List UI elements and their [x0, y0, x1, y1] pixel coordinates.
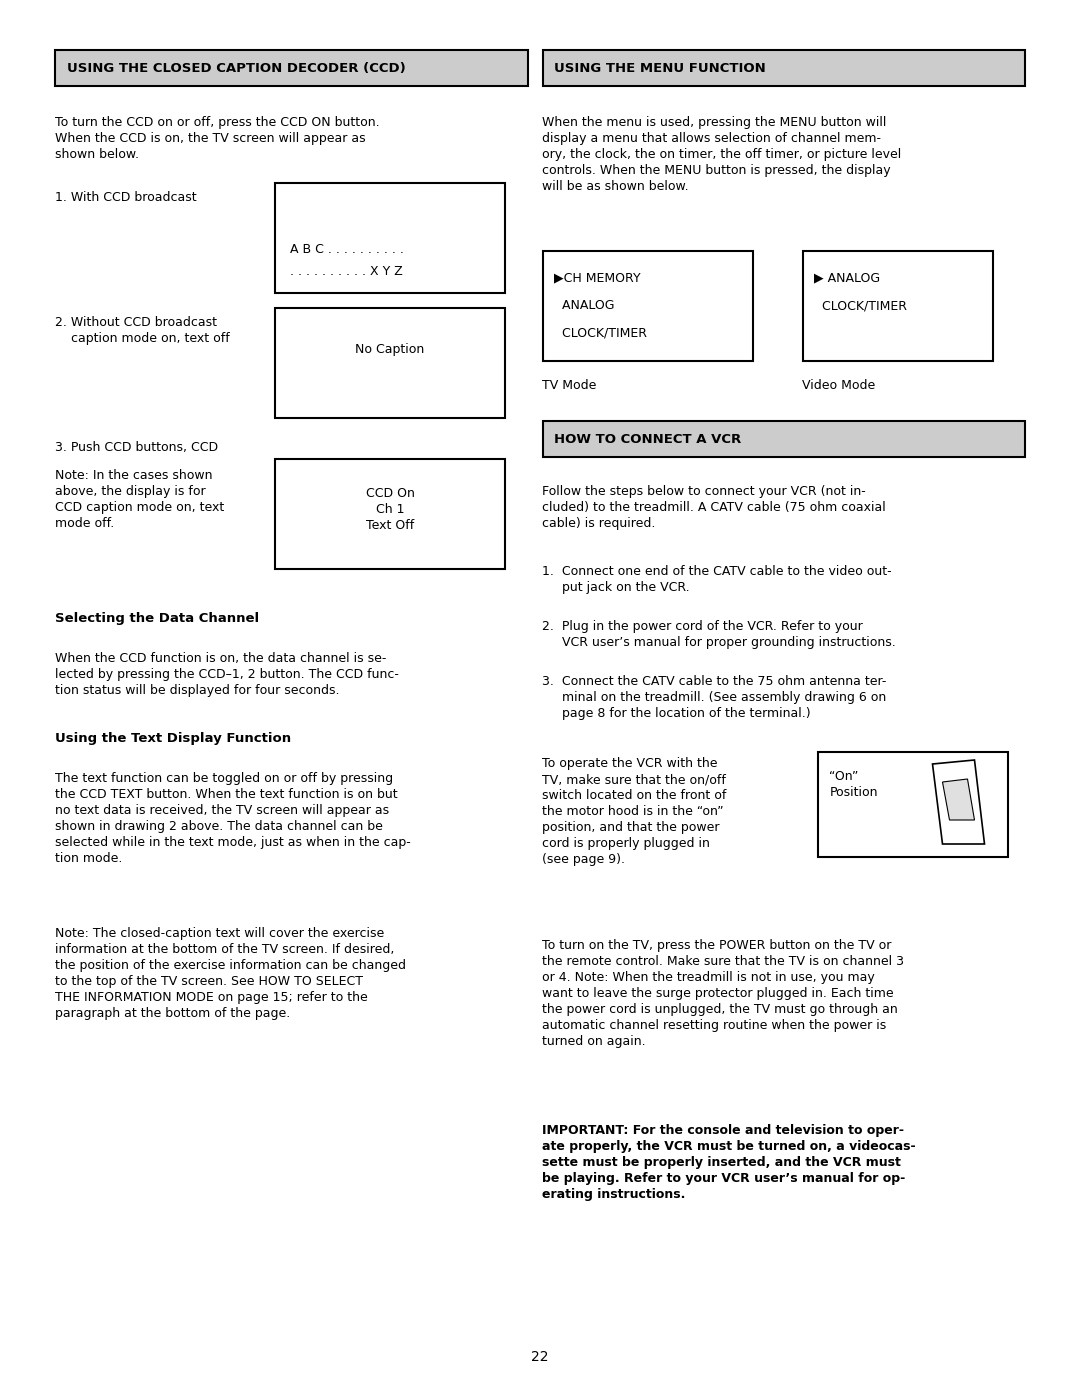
Bar	[542, 420, 1025, 457]
Text: HOW TO CONNECT A VCR: HOW TO CONNECT A VCR	[554, 433, 742, 446]
Bar	[802, 251, 993, 360]
Text: To turn on the TV, press the POWER button on the TV or
the remote control. Make : To turn on the TV, press the POWER butto…	[542, 939, 905, 1048]
Bar	[542, 251, 753, 360]
Text: To turn the CCD on or off, press the CCD ON button.
When the CCD is on, the TV s: To turn the CCD on or off, press the CCD…	[55, 116, 380, 161]
Bar	[275, 183, 505, 293]
Text: Video Mode: Video Mode	[802, 379, 876, 393]
Text: 1.  Connect one end of the CATV cable to the video out-
     put jack on the VCR: 1. Connect one end of the CATV cable to …	[542, 564, 892, 594]
Text: 1. With CCD broadcast: 1. With CCD broadcast	[55, 191, 197, 204]
Text: 2.  Plug in the power cord of the VCR. Refer to your
     VCR user’s manual for : 2. Plug in the power cord of the VCR. Re…	[542, 620, 896, 650]
Text: 2. Without CCD broadcast
    caption mode on, text off: 2. Without CCD broadcast caption mode on…	[55, 316, 230, 345]
Text: Selecting the Data Channel: Selecting the Data Channel	[55, 612, 259, 624]
Text: The text function can be toggled on or off by pressing
the CCD TEXT button. When: The text function can be toggled on or o…	[55, 773, 410, 865]
Text: When the menu is used, pressing the MENU button will
display a menu that allows : When the menu is used, pressing the MENU…	[542, 116, 902, 193]
Text: CLOCK/TIMER: CLOCK/TIMER	[814, 299, 907, 312]
Text: 3. Push CCD buttons, CCD: 3. Push CCD buttons, CCD	[55, 441, 218, 454]
Polygon shape	[932, 760, 985, 844]
Text: Note: In the cases shown
above, the display is for
CCD caption mode on, text
mod: Note: In the cases shown above, the disp…	[55, 469, 225, 529]
Text: ▶CH MEMORY: ▶CH MEMORY	[554, 271, 642, 284]
Text: CCD On
Ch 1
Text Off: CCD On Ch 1 Text Off	[365, 488, 415, 532]
Text: When the CCD function is on, the data channel is se-
lected by pressing the CCD–: When the CCD function is on, the data ch…	[55, 652, 399, 697]
Text: No Caption: No Caption	[355, 344, 424, 356]
Text: TV Mode: TV Mode	[542, 379, 597, 393]
Bar	[55, 50, 527, 87]
Text: A B C . . . . . . . . . .: A B C . . . . . . . . . .	[291, 243, 404, 256]
Text: CLOCK/TIMER: CLOCK/TIMER	[554, 326, 648, 339]
Text: 3.  Connect the CATV cable to the 75 ohm antenna ter-
     minal on the treadmil: 3. Connect the CATV cable to the 75 ohm …	[542, 675, 887, 719]
Text: ▶ ANALOG: ▶ ANALOG	[814, 271, 880, 284]
Bar	[542, 50, 1025, 87]
Text: USING THE CLOSED CAPTION DECODER (CCD): USING THE CLOSED CAPTION DECODER (CCD)	[67, 61, 406, 74]
Text: Follow the steps below to connect your VCR (not in-
cluded) to the treadmill. A : Follow the steps below to connect your V…	[542, 485, 887, 529]
Text: Note: The closed-caption text will cover the exercise
information at the bottom : Note: The closed-caption text will cover…	[55, 928, 406, 1020]
Text: 22: 22	[531, 1350, 549, 1363]
Bar	[818, 752, 1008, 856]
Text: “On”
Position: “On” Position	[829, 770, 878, 799]
Text: IMPORTANT: For the console and television to oper-
ate properly, the VCR must be: IMPORTANT: For the console and televisio…	[542, 1125, 916, 1201]
Polygon shape	[943, 780, 974, 820]
Text: . . . . . . . . . . X Y Z: . . . . . . . . . . X Y Z	[291, 265, 403, 278]
Bar	[275, 307, 505, 418]
Text: Using the Text Display Function: Using the Text Display Function	[55, 732, 292, 745]
Text: To operate the VCR with the
TV, make sure that the on/off
switch located on the : To operate the VCR with the TV, make sur…	[542, 757, 727, 866]
Bar	[275, 460, 505, 569]
Text: USING THE MENU FUNCTION: USING THE MENU FUNCTION	[554, 61, 766, 74]
Text: ANALOG: ANALOG	[554, 299, 615, 312]
